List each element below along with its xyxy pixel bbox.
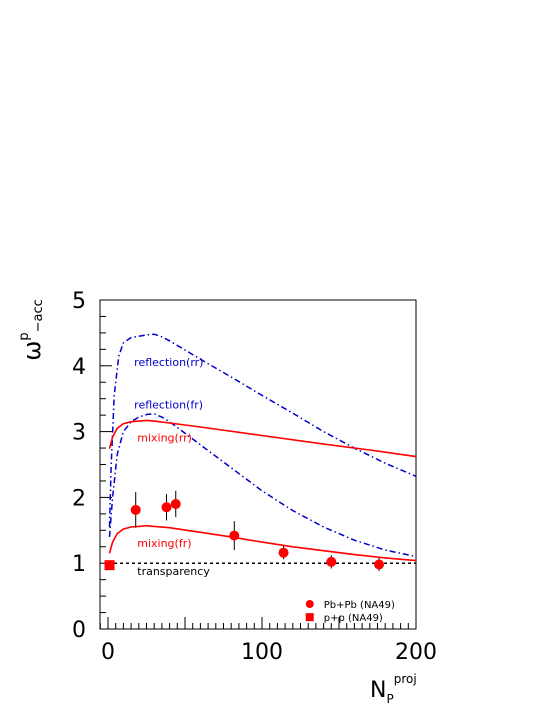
data-point-pp [104, 560, 115, 571]
plot-frame [99, 299, 417, 630]
x-axis-superscript: proj [394, 672, 417, 686]
legend-label-pbpb: Pb+Pb (NA49) [324, 600, 395, 611]
x-axis-title: NPproj [370, 672, 417, 706]
axis-ticks: 0 1 2 3 4 5 0 100 200 [72, 289, 437, 665]
y-axis-symbol: ω [18, 341, 46, 361]
legend-label-pp: p+p (NA49) [324, 613, 383, 624]
x-axis-subscript: P [386, 692, 393, 705]
legend: Pb+Pb (NA49) p+p (NA49) [305, 599, 395, 624]
curve-mixing-rr [108, 419, 417, 458]
data-point-pbpb [278, 547, 289, 558]
model-curves [108, 333, 417, 564]
x-axis-symbol: N [370, 678, 386, 703]
curve-label-mixing-rr: mixing(rr) [137, 431, 192, 444]
y-tick-label: 1 [72, 552, 86, 577]
data-point-pbpb [170, 498, 181, 509]
data-point-pbpb [130, 504, 141, 515]
data-point-pbpb [374, 559, 385, 570]
curve-reflection-fr [108, 413, 417, 558]
svg-text:NPproj: NPproj [370, 672, 417, 705]
data-point-pbpb [229, 530, 240, 541]
data-points [104, 490, 385, 572]
y-tick-label: 0 [72, 618, 86, 643]
x-tick-label: 200 [395, 640, 437, 665]
y-tick-label: 4 [72, 355, 86, 380]
curve-labels: reflection(rr) reflection(fr) mixing(rr) mi… [134, 356, 210, 578]
curve-label-transparency: transparency [137, 565, 210, 578]
curve-label-mixing-fr: mixing(fr) [137, 537, 191, 550]
x-tick-label: 0 [101, 640, 115, 665]
curve-label-reflection-rr: reflection(rr) [134, 356, 203, 369]
y-axis-subscript: −acc [31, 299, 46, 332]
curve-label-reflection-fr: reflection(fr) [134, 399, 203, 412]
y-axis-title: ωp−acc [17, 299, 46, 361]
y-tick-label: 3 [72, 421, 86, 446]
data-point-pbpb [161, 502, 172, 513]
legend-marker-pbpb [305, 599, 314, 608]
y-tick-label: 5 [72, 289, 86, 314]
curve-reflection-rr [108, 333, 417, 528]
y-axis-superscript: p [17, 332, 32, 340]
data-point-pbpb [326, 556, 337, 567]
legend-marker-pp [305, 613, 314, 622]
svg-text:ωp−acc: ωp−acc [17, 299, 46, 361]
curve-mixing-fr [108, 524, 417, 562]
x-tick-label: 100 [241, 640, 283, 665]
y-tick-label: 2 [72, 486, 86, 511]
